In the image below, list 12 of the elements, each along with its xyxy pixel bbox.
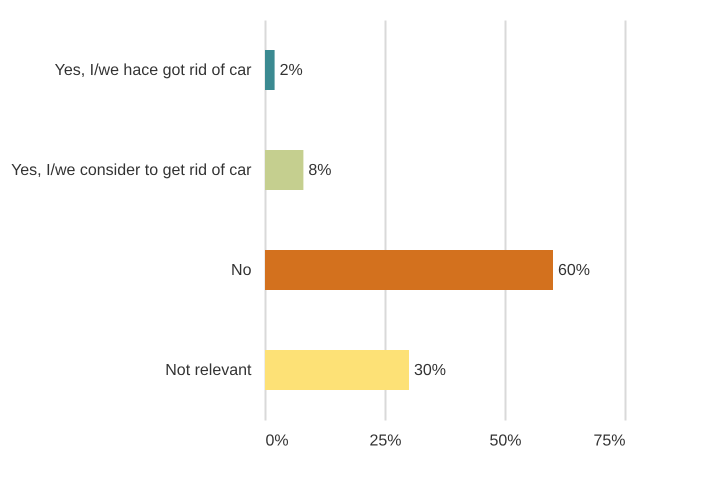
x-tick-label: 50% [489,432,522,450]
x-tick-label: 75% [593,432,626,450]
y-tick-label: Yes, I/we hace got rid of car [54,62,252,79]
y-tick-label: Not relevant [165,362,252,379]
y-tick-label: Yes, I/we consider to get rid of car [11,162,252,179]
data-label: 8% [308,162,332,179]
data-label: 30% [414,362,446,379]
x-tick-label: 0% [266,432,289,450]
data-label: 2% [280,62,303,79]
y-tick-label: No [231,262,252,279]
data-label: 60% [558,262,590,279]
x-tick-label: 25% [369,432,402,450]
